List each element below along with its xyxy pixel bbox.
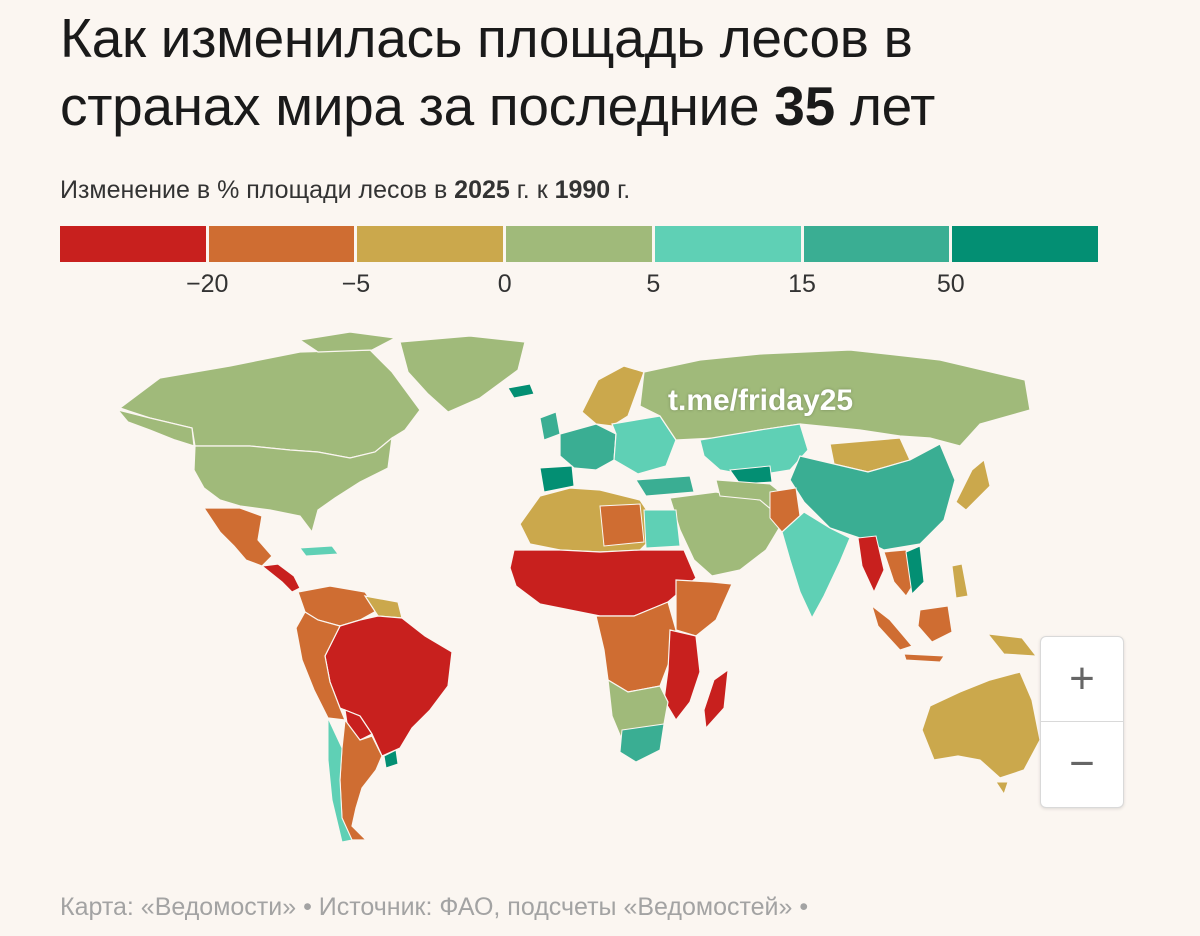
legend-tick-label: 15 — [788, 270, 816, 298]
country-canada-islands[interactable] — [298, 331, 397, 353]
country-alaska[interactable] — [116, 408, 195, 447]
legend-swatch-7 — [952, 226, 1099, 262]
country-vietnam[interactable] — [905, 545, 925, 596]
legend-swatch-2 — [208, 226, 355, 262]
country-sumatra[interactable] — [871, 604, 913, 651]
legend-title-mid: г. к — [509, 176, 555, 204]
country-java[interactable] — [903, 653, 945, 663]
country-kazakhstan[interactable] — [699, 423, 809, 477]
zoom-control: + − — [1040, 636, 1124, 808]
asia-group — [639, 349, 1038, 663]
legend-tick-label: −5 — [341, 270, 371, 298]
country-central-america[interactable] — [260, 563, 301, 593]
country-japan[interactable] — [955, 459, 991, 511]
legend-year-old: 1990 — [554, 176, 611, 204]
country-australia[interactable] — [921, 671, 1041, 779]
country-usa[interactable] — [193, 436, 393, 534]
country-india[interactable] — [781, 511, 851, 620]
legend-swatch-5 — [654, 226, 801, 262]
country-iceland[interactable] — [507, 383, 535, 399]
legend-tick-label: 0 — [497, 270, 512, 298]
legend-swatch-3 — [357, 226, 504, 262]
country-tasmania[interactable] — [995, 781, 1009, 796]
country-philippines[interactable] — [951, 563, 969, 599]
chart-title: Как изменилась площадь лесов в странах м… — [60, 4, 1160, 140]
legend-title-end: г. — [610, 176, 631, 204]
country-iberia[interactable] — [539, 465, 575, 493]
title-line-1: Как изменилась площадь лесов в — [60, 7, 913, 69]
country-egypt[interactable] — [643, 509, 681, 549]
country-central-africa[interactable] — [595, 601, 677, 693]
title-line-2: странах мира за последние 35 лет — [60, 72, 1160, 140]
legend-title-start: Изменение в % площади лесов в — [60, 176, 455, 204]
title-line-2-start: странах мира за последние — [60, 75, 775, 137]
country-uk-ireland[interactable] — [539, 411, 561, 441]
country-uruguay[interactable] — [383, 749, 399, 769]
country-chile[interactable] — [327, 717, 353, 843]
north-america-group — [116, 331, 526, 593]
country-libya[interactable] — [599, 503, 645, 547]
legend-title: Изменение в % площади лесов в 2025 г. к … — [60, 174, 630, 206]
legend-year-new: 2025 — [454, 176, 510, 204]
legend-swatch-1 — [60, 226, 206, 262]
legend-tick-label: 50 — [936, 270, 965, 298]
source-credit: Карта: «Ведомости» • Источник: ФАО, подс… — [60, 893, 809, 921]
country-scandinavia[interactable] — [581, 365, 645, 427]
country-cuba[interactable] — [299, 545, 339, 557]
legend-tick-label: −20 — [185, 270, 229, 298]
oceania-group — [921, 671, 1041, 796]
country-canada[interactable] — [118, 349, 421, 459]
country-myanmar[interactable] — [857, 535, 885, 594]
country-western-europe[interactable] — [559, 423, 617, 471]
zoom-in-button[interactable]: + — [1069, 654, 1095, 703]
south-america-group — [295, 585, 453, 843]
legend-swatch-6 — [803, 226, 950, 262]
country-south-africa[interactable] — [619, 723, 665, 763]
country-east-africa[interactable] — [675, 579, 733, 637]
title-years-number: 35 — [774, 75, 835, 137]
country-central-asia[interactable] — [729, 465, 773, 485]
country-madagascar[interactable] — [703, 668, 729, 730]
country-russia[interactable] — [639, 349, 1031, 447]
country-mexico[interactable] — [202, 507, 273, 567]
africa-group — [509, 487, 733, 763]
color-legend — [60, 226, 1099, 262]
country-turkey[interactable] — [635, 475, 695, 497]
world-map[interactable] — [0, 320, 1200, 860]
legend-swatch-4 — [506, 226, 652, 262]
country-peru-bolivia[interactable] — [295, 611, 346, 721]
zoom-out-button[interactable]: − — [1041, 721, 1123, 806]
legend-tick-label: 5 — [646, 270, 661, 298]
europe-group — [507, 365, 695, 497]
watermark-text: t.me/friday25 — [668, 384, 854, 417]
title-line-2-end: лет — [834, 75, 936, 137]
country-china[interactable] — [789, 443, 956, 551]
country-new-guinea[interactable] — [986, 633, 1038, 657]
country-tanzania-mozambique[interactable] — [663, 629, 701, 722]
country-borneo[interactable] — [917, 605, 953, 643]
country-greenland[interactable] — [399, 335, 526, 413]
